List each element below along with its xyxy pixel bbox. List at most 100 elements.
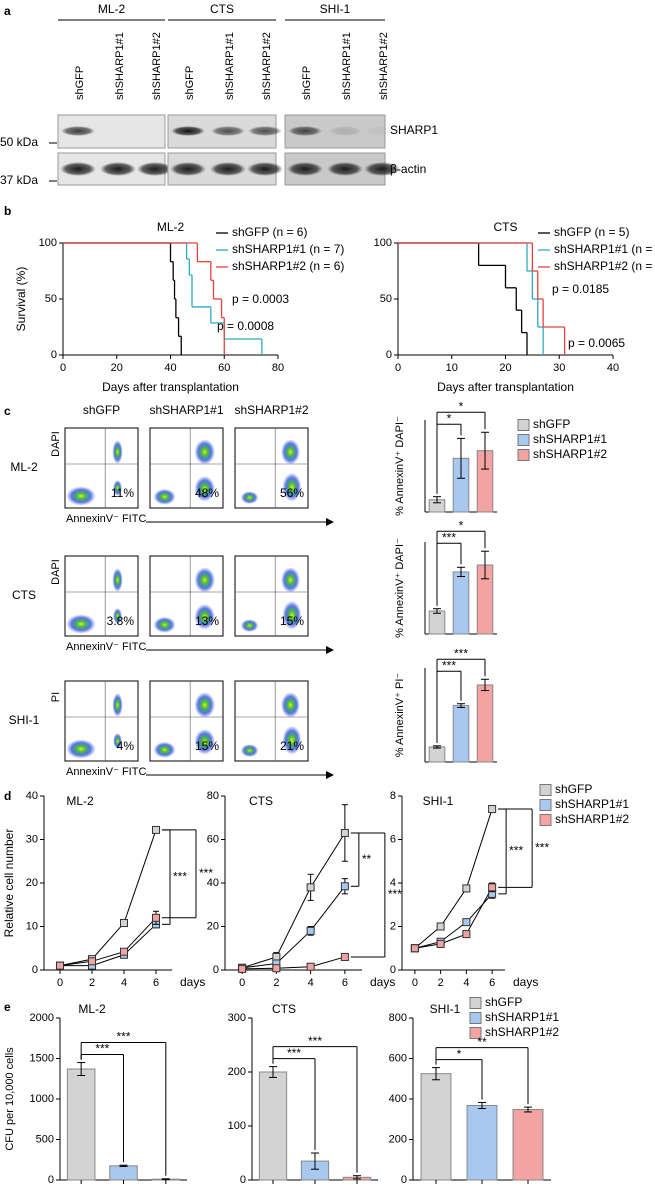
y-tick-label: 0	[213, 964, 219, 976]
point-marker	[488, 883, 497, 892]
y-tick-label: 20	[26, 877, 38, 889]
lane-label: shSHARP1#1	[114, 32, 126, 100]
legend-swatch	[517, 434, 530, 446]
cell-cluster	[280, 439, 300, 465]
blot-band	[364, 162, 400, 176]
legend-swatch	[469, 1012, 482, 1024]
panel-label: a	[4, 4, 11, 18]
legend-label: shGFP	[485, 995, 522, 1009]
lane-label: shSHARP1#2	[378, 32, 390, 100]
y-tick-label: 400	[389, 1093, 407, 1105]
x-tick-label: 4	[463, 977, 469, 989]
arrow-head	[326, 771, 334, 779]
point-marker	[152, 913, 160, 922]
cell-line-label: SHI-1	[9, 713, 40, 727]
percent-label: 48%	[195, 486, 219, 500]
percent-label: 13%	[195, 614, 219, 628]
cell-cluster	[113, 608, 122, 624]
series-line	[414, 887, 493, 949]
y-tick-label: 50	[45, 293, 57, 305]
panel-label: b	[4, 204, 11, 218]
bar	[476, 684, 494, 763]
y-tick-label: 2000	[30, 1012, 54, 1024]
y-axis-label: % AnnexinV⁺ PI⁻	[394, 673, 406, 758]
legend-label: shSHARP1#1	[555, 797, 629, 811]
significance-label: **	[477, 1035, 487, 1049]
y-tick-label: 100	[228, 1120, 246, 1132]
y-tick-label: 2	[390, 920, 396, 932]
legend-label: shGFP (n = 6)	[232, 225, 307, 239]
blot-band	[137, 162, 173, 176]
blot-band	[248, 126, 282, 136]
y-tick-label: 8	[390, 790, 396, 802]
x-tick-label: 10	[446, 362, 458, 374]
arrow-head	[326, 518, 334, 526]
legend-swatch	[469, 1027, 482, 1039]
x-tick-label: 0	[412, 977, 418, 989]
cell-cluster	[240, 619, 259, 632]
lane-label: shSHARP1#1	[224, 32, 236, 100]
significance-label: ***	[173, 869, 187, 883]
p-value: p = 0.0003	[232, 292, 289, 306]
cell-cluster	[153, 616, 176, 633]
cell-cluster	[113, 480, 122, 496]
y-tick-label: 0	[386, 349, 392, 361]
x-tick-label: 2	[438, 977, 444, 989]
legend-label: shSHARP1#1	[485, 1010, 559, 1024]
x-tick-label: 4	[121, 977, 127, 989]
y-tick-label: 0	[51, 349, 57, 361]
panel-label: c	[4, 404, 11, 418]
lane-label: shSHARP1#2	[151, 32, 163, 100]
x-axis-label: days	[513, 975, 538, 989]
series-line	[414, 893, 493, 949]
bar	[452, 705, 470, 763]
significance-label: ***	[287, 1046, 301, 1060]
cell-cluster	[194, 692, 215, 718]
point-marker	[272, 964, 281, 973]
cell-cluster	[112, 693, 123, 717]
cell-cluster	[194, 476, 215, 502]
percent-label: 4%	[117, 739, 135, 753]
y-axis-label: CFU per 10,000 cells	[4, 1047, 16, 1151]
y-tick-label: 0	[48, 1174, 54, 1186]
cell-cluster	[280, 567, 300, 593]
lane-label: shGFP	[184, 66, 196, 100]
panel-label: d	[4, 789, 11, 803]
cell-line-label: ML-2	[10, 460, 38, 474]
blot-band	[328, 126, 362, 136]
series-line	[241, 832, 346, 969]
flow-x-label: AnnexinV⁻ FITC	[66, 641, 146, 653]
legend-label: shSHARP1#1	[533, 432, 607, 446]
cell-cluster	[112, 568, 123, 592]
cell-cluster	[66, 486, 96, 506]
point-marker	[488, 805, 497, 814]
cell-cluster	[282, 725, 302, 755]
y-tick-label: 6	[390, 833, 396, 845]
y-tick-label: 40	[26, 790, 38, 802]
bar	[466, 1104, 498, 1181]
point-marker	[410, 944, 419, 953]
point-marker	[306, 883, 315, 892]
chart-title: ML-2	[157, 220, 185, 234]
p-value: p = 0.0185	[552, 282, 609, 296]
condition-label: shSHARP1#2	[234, 403, 308, 417]
condition-label: shSHARP1#1	[149, 403, 223, 417]
x-tick-label: 0	[395, 362, 401, 374]
blot-band	[100, 162, 136, 176]
y-axis-label: Relative cell number	[2, 829, 16, 938]
legend-label: shGFP	[533, 417, 570, 431]
y-axis-label: Survival (%)	[14, 267, 28, 332]
cell-cluster	[240, 491, 259, 504]
flow-y-label: PI	[50, 692, 62, 702]
point-marker	[238, 964, 247, 973]
point-marker	[340, 882, 349, 891]
blot-cell-line: SHI-1	[320, 2, 351, 16]
y-tick-label: 40	[207, 877, 219, 889]
chart-title: SHI-1	[430, 1002, 461, 1016]
flow-y-label: DAPI	[50, 559, 62, 585]
protein-label: SHARP1	[390, 123, 438, 137]
marker-label: 50 kDa	[0, 135, 38, 149]
x-tick-label: 0	[57, 977, 63, 989]
percent-label: 11%	[111, 486, 134, 500]
point-marker	[462, 884, 471, 893]
